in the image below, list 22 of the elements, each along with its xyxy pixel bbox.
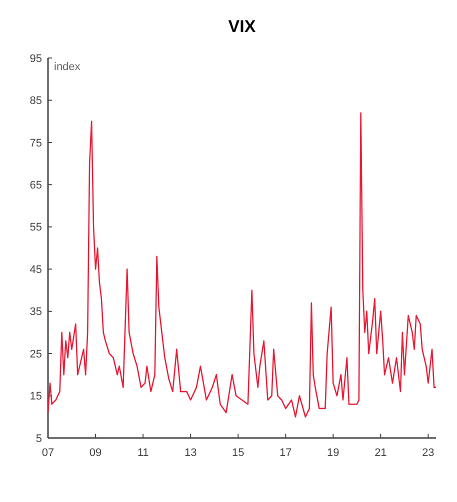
x-tick-label: 09 xyxy=(89,447,102,459)
y-axis-title: index xyxy=(54,61,81,73)
y-tick-label: 5 xyxy=(36,432,42,445)
y-tick-label: 85 xyxy=(30,95,42,108)
y-tick-label: 75 xyxy=(30,137,42,150)
x-tick-label: 11 xyxy=(137,447,149,459)
y-tick-label: 95 xyxy=(30,52,42,65)
x-tick-label: 13 xyxy=(184,447,197,459)
x-tick-label: 17 xyxy=(280,447,292,459)
y-tick-label: 45 xyxy=(30,264,42,276)
x-tick-label: 15 xyxy=(232,447,244,459)
chart-title: VIX xyxy=(228,17,256,36)
y-tick-label: 55 xyxy=(30,222,42,234)
y-tick-label: 65 xyxy=(30,180,42,192)
x-tick-label: 19 xyxy=(327,447,340,459)
y-tick-label: 25 xyxy=(30,348,42,360)
x-tick-label: 23 xyxy=(422,447,434,459)
y-tick-label: 35 xyxy=(30,306,42,318)
y-tick-label: 15 xyxy=(30,390,42,403)
line-series xyxy=(47,112,437,418)
x-tick-label: 21 xyxy=(374,447,387,459)
x-tick-label: 07 xyxy=(42,447,54,459)
